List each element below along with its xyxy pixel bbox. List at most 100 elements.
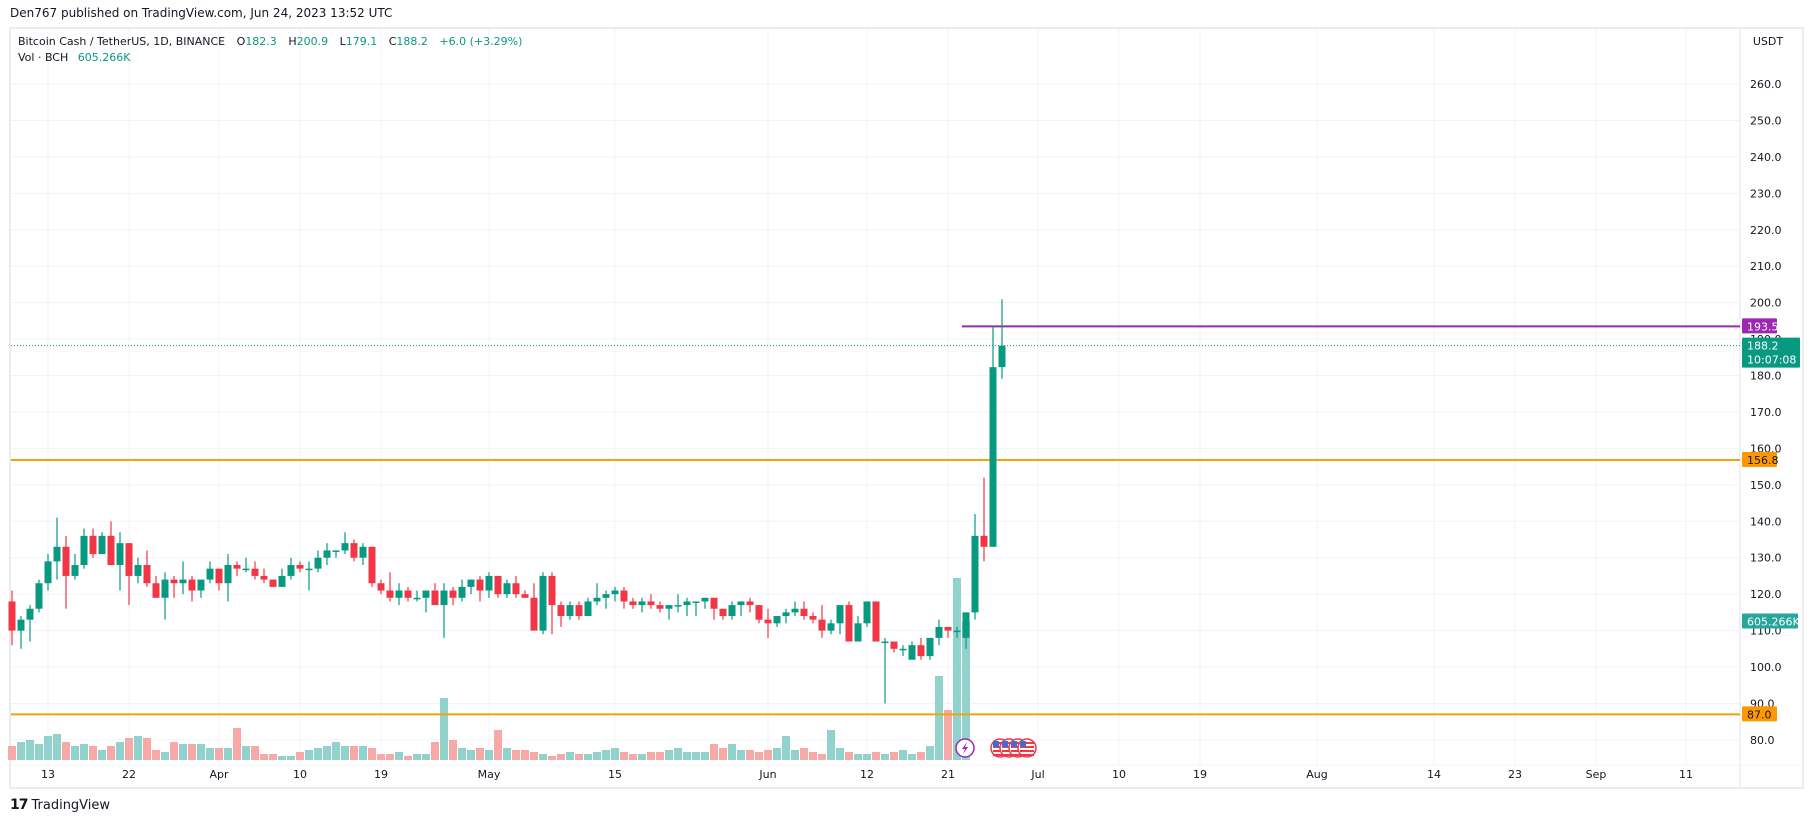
axes[interactable]: USDT 260.0 250.0 240.0 230.0 220.0 210.0 200.0 1… bbox=[41, 35, 1783, 781]
candle bbox=[764, 608, 772, 638]
candle bbox=[215, 568, 223, 591]
volume-bar bbox=[359, 746, 367, 760]
candle bbox=[719, 608, 727, 620]
candle bbox=[170, 575, 178, 598]
volume-bar bbox=[224, 748, 232, 760]
candle bbox=[512, 575, 520, 598]
candle bbox=[782, 608, 790, 624]
candle bbox=[287, 557, 295, 580]
candle bbox=[35, 579, 43, 613]
volume-bar bbox=[692, 752, 700, 760]
volume-bar bbox=[575, 754, 583, 760]
us-flag-icon[interactable] bbox=[1017, 738, 1037, 758]
candle bbox=[341, 532, 349, 555]
volume-bar bbox=[125, 738, 133, 760]
price-tick-label: 180.0 bbox=[1750, 370, 1782, 383]
volume-bar bbox=[638, 754, 646, 760]
candle bbox=[395, 583, 403, 606]
candle bbox=[476, 575, 484, 602]
time-tick-label: May bbox=[478, 768, 501, 781]
legend-low-label: L bbox=[339, 35, 346, 48]
candle bbox=[296, 561, 304, 573]
svg-text:87.0: 87.0 bbox=[1747, 708, 1772, 721]
price-tick-label: 240.0 bbox=[1750, 151, 1782, 164]
candle bbox=[566, 601, 574, 620]
candle bbox=[62, 535, 70, 609]
price-tick-label: 80.0 bbox=[1750, 734, 1775, 747]
candle bbox=[332, 550, 340, 558]
volume-bar bbox=[503, 748, 511, 760]
volume-bar bbox=[62, 742, 70, 760]
volume-bar bbox=[458, 748, 466, 760]
candle bbox=[404, 586, 412, 602]
volume-bar bbox=[134, 736, 142, 760]
candle bbox=[494, 575, 502, 598]
time-tick-label: 14 bbox=[1427, 768, 1441, 781]
volume-bar bbox=[440, 698, 448, 760]
candle bbox=[359, 543, 367, 566]
candle bbox=[872, 601, 880, 642]
time-tick-label: 22 bbox=[122, 768, 136, 781]
time-tick-label: 13 bbox=[41, 768, 55, 781]
candle bbox=[629, 597, 637, 609]
volume-bar bbox=[107, 746, 115, 760]
volume-bar bbox=[656, 752, 664, 760]
chart-frame[interactable] bbox=[9, 27, 1804, 789]
volume-bar bbox=[890, 752, 898, 760]
candle bbox=[539, 572, 547, 635]
volume-bar bbox=[476, 748, 484, 760]
candle bbox=[971, 513, 979, 620]
price-label-badge: 188.210:07:08 bbox=[1742, 337, 1800, 368]
time-tick-label: Apr bbox=[209, 768, 229, 781]
volume-bar bbox=[836, 748, 844, 760]
volume-bar bbox=[260, 754, 268, 760]
volume-bar bbox=[917, 752, 925, 760]
footer-brand: TradingView bbox=[31, 797, 111, 813]
candle bbox=[863, 601, 871, 627]
legend-close-label: C bbox=[388, 35, 397, 48]
price-tick-label: 220.0 bbox=[1750, 224, 1782, 237]
candle bbox=[467, 579, 475, 595]
candle bbox=[8, 590, 16, 646]
volume-bar bbox=[539, 754, 547, 760]
volume-bar bbox=[206, 748, 214, 760]
candle bbox=[458, 579, 466, 602]
volume-bar bbox=[620, 752, 628, 760]
volume-bar bbox=[233, 728, 241, 760]
legend-high: 200.9 bbox=[296, 35, 329, 48]
candle bbox=[692, 601, 700, 617]
price-tick-label: 200.0 bbox=[1750, 297, 1782, 310]
candle bbox=[773, 616, 781, 627]
volume-bar bbox=[746, 750, 754, 760]
volume-bar bbox=[296, 752, 304, 760]
volume-bar bbox=[413, 754, 421, 760]
time-tick-label: 19 bbox=[1193, 768, 1207, 781]
event-markers[interactable] bbox=[955, 738, 1037, 758]
candle bbox=[656, 601, 664, 613]
time-tick-label: 15 bbox=[608, 768, 622, 781]
candle bbox=[521, 590, 529, 598]
svg-text:10:07:08: 10:07:08 bbox=[1747, 354, 1796, 367]
volume-bar bbox=[251, 746, 259, 760]
candle bbox=[935, 619, 943, 646]
volume-bar bbox=[926, 746, 934, 760]
price-label-badge: 87.0 bbox=[1742, 706, 1777, 722]
volume-bars bbox=[8, 578, 970, 760]
price-tick-label: 130.0 bbox=[1750, 552, 1782, 565]
volume-bar bbox=[80, 744, 88, 760]
lightning-icon[interactable] bbox=[955, 738, 975, 758]
price-tick-label: 120.0 bbox=[1750, 588, 1782, 601]
candle bbox=[557, 601, 565, 627]
volume-bar bbox=[755, 752, 763, 760]
time-tick-label: Jun bbox=[758, 768, 776, 781]
volume-bar bbox=[674, 748, 682, 760]
volume-bar bbox=[377, 754, 385, 760]
price-tick-label: 150.0 bbox=[1750, 479, 1782, 492]
volume-bar bbox=[899, 750, 907, 760]
price-label-badge: 193.5 bbox=[1742, 318, 1779, 334]
volume-bar bbox=[116, 742, 124, 760]
volume-bar bbox=[863, 754, 871, 760]
candle bbox=[179, 561, 187, 595]
candle bbox=[827, 619, 835, 635]
